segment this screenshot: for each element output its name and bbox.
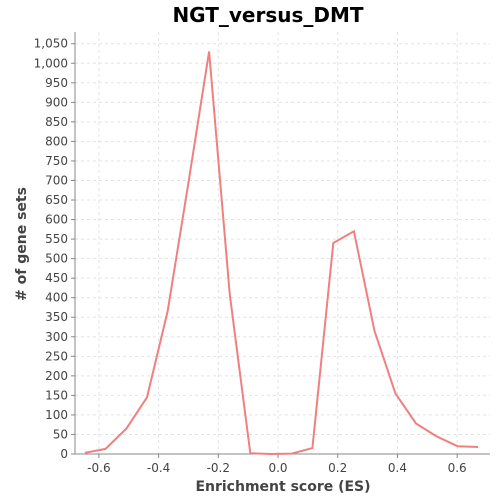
x-tick-label: 0.0	[268, 461, 287, 475]
y-tick-label: 1,050	[34, 37, 68, 51]
y-tick-label: 600	[45, 213, 68, 227]
y-tick-label: 800	[45, 134, 68, 148]
x-tick-label: -0.6	[87, 461, 110, 475]
x-tick-label: -0.4	[147, 461, 170, 475]
x-tick-label: -0.2	[207, 461, 230, 475]
y-axis-ticks: 0 50 100 150 200 250 300 350 400 450 500 550 600 650 7…	[34, 37, 75, 461]
series-line	[84, 51, 479, 456]
y-axis-label: # of gene sets	[14, 187, 30, 301]
grid	[75, 32, 490, 454]
x-tick-label: 0.2	[328, 461, 347, 475]
y-tick-label: 100	[45, 408, 68, 422]
y-tick-label: 450	[45, 271, 68, 285]
y-tick-label: 0	[60, 447, 68, 461]
y-tick-label: 200	[45, 369, 68, 383]
y-tick-label: 500	[45, 252, 68, 266]
y-tick-label: 950	[45, 76, 68, 90]
series-group	[84, 51, 479, 456]
y-tick-label: 550	[45, 232, 68, 246]
y-tick-label: 150	[45, 388, 68, 402]
axes	[74, 32, 490, 455]
y-tick-label: 1,000	[34, 56, 68, 70]
y-tick-label: 850	[45, 115, 68, 129]
y-tick-label: 400	[45, 291, 68, 305]
x-axis-ticks: -0.6 -0.4 -0.2 0.0 0.2 0.4 0.6	[87, 454, 467, 475]
y-tick-label: 350	[45, 310, 68, 324]
y-tick-label: 750	[45, 154, 68, 168]
y-tick-label: 300	[45, 330, 68, 344]
y-tick-label: 700	[45, 173, 68, 187]
y-tick-label: 650	[45, 193, 68, 207]
chart-title: NGT_versus_DMT	[172, 3, 363, 27]
x-tick-label: 0.6	[448, 461, 467, 475]
y-tick-label: 900	[45, 95, 68, 109]
y-tick-label: 50	[53, 427, 68, 441]
y-tick-label: 250	[45, 349, 68, 363]
x-tick-label: 0.4	[388, 461, 407, 475]
x-axis-label: Enrichment score (ES)	[195, 479, 370, 495]
